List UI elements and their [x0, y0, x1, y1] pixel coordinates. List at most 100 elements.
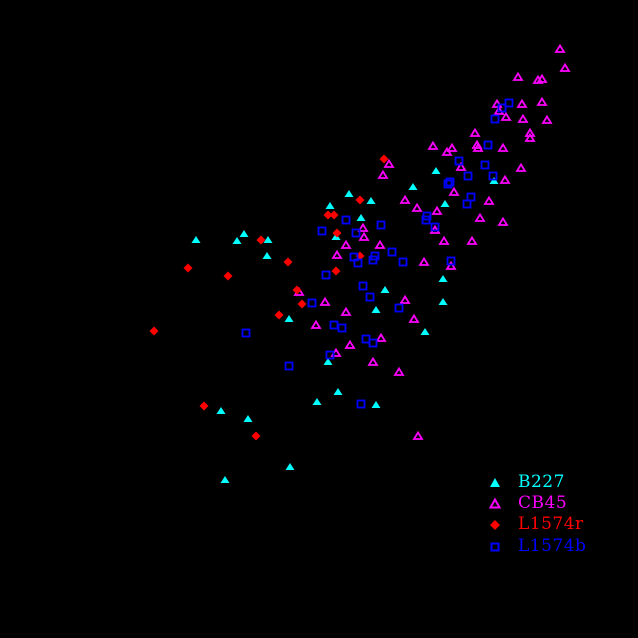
data-point: [559, 62, 571, 72]
data-point: [325, 350, 335, 360]
data-point: [483, 140, 493, 150]
data-point: [504, 98, 514, 108]
data-point: [377, 169, 389, 179]
data-point: [331, 266, 341, 276]
data-point: [356, 399, 366, 409]
data-point: [443, 179, 453, 189]
data-point: [297, 299, 307, 309]
data-point: [412, 430, 424, 440]
data-point: [463, 171, 473, 181]
data-point: [408, 183, 418, 190]
data-point: [480, 160, 490, 170]
data-point: [307, 298, 317, 308]
data-point: [441, 146, 453, 156]
data-point: [183, 263, 193, 273]
legend-label: CB45: [518, 493, 568, 513]
data-point: [371, 401, 381, 408]
data-point: [344, 339, 356, 349]
data-point: [375, 332, 387, 342]
data-point: [337, 323, 347, 333]
data-point: [344, 190, 354, 197]
data-point: [333, 388, 343, 395]
data-point: [321, 270, 331, 280]
data-point: [340, 306, 352, 316]
data-point: [232, 237, 242, 244]
data-point: [325, 202, 335, 209]
data-point: [312, 398, 322, 405]
data-point: [357, 222, 369, 232]
data-point: [317, 226, 327, 236]
data-point: [536, 96, 548, 106]
data-point: [374, 239, 386, 249]
data-point: [446, 256, 456, 266]
data-point: [411, 202, 423, 212]
data-point: [490, 114, 500, 124]
data-point: [241, 328, 251, 338]
open-square-icon: [490, 542, 500, 552]
data-point: [383, 158, 395, 168]
data-point: [329, 320, 339, 330]
data-point: [216, 407, 226, 414]
data-point: [438, 235, 450, 245]
data-point: [500, 111, 512, 121]
data-point: [329, 210, 339, 220]
data-point: [149, 326, 159, 336]
data-point: [387, 247, 397, 257]
data-point: [438, 298, 448, 305]
data-point: [355, 195, 365, 205]
data-point: [393, 366, 405, 376]
data-point: [488, 171, 498, 181]
data-point: [431, 205, 443, 215]
filled-triangle-icon: [490, 478, 500, 487]
data-point: [399, 294, 411, 304]
data-point: [489, 177, 499, 184]
data-point: [554, 43, 566, 53]
data-point: [448, 186, 460, 196]
data-point: [430, 222, 440, 232]
data-point: [361, 334, 371, 344]
data-point: [358, 281, 368, 291]
data-point: [541, 114, 553, 124]
data-point: [427, 140, 439, 150]
open-triangle-icon: [488, 497, 502, 509]
data-point: [285, 463, 295, 470]
data-point: [263, 236, 273, 243]
data-point: [262, 252, 272, 259]
data-point: [283, 257, 293, 267]
data-point: [497, 216, 509, 226]
data-point: [251, 431, 261, 441]
data-point: [358, 231, 370, 241]
data-point: [483, 195, 495, 205]
data-point: [323, 210, 333, 220]
data-point: [368, 255, 378, 265]
data-point: [191, 236, 201, 243]
data-point: [274, 310, 284, 320]
data-point: [472, 142, 484, 152]
data-point: [466, 192, 476, 202]
data-point: [512, 71, 524, 81]
data-point: [398, 257, 408, 267]
data-point: [497, 142, 509, 152]
data-point: [356, 214, 366, 221]
data-point: [469, 127, 481, 137]
data-point: [446, 142, 458, 152]
data-point: [420, 328, 430, 335]
data-point: [499, 174, 511, 184]
data-point: [440, 200, 450, 207]
data-point: [332, 228, 342, 238]
data-point: [243, 415, 253, 422]
data-point: [292, 285, 302, 295]
data-point: [515, 162, 527, 172]
data-point: [199, 401, 209, 411]
data-point: [365, 292, 375, 302]
data-point: [466, 235, 478, 245]
data-point: [394, 303, 404, 313]
data-point: [445, 177, 455, 187]
data-point: [380, 286, 390, 293]
data-point: [517, 113, 529, 123]
data-point: [462, 199, 472, 209]
legend-label: L1574r: [518, 514, 584, 534]
data-point: [340, 239, 352, 249]
